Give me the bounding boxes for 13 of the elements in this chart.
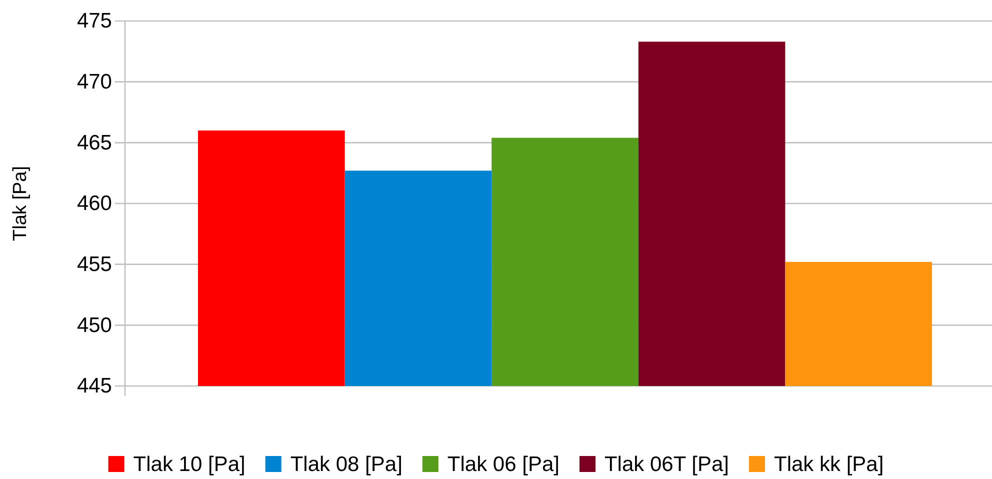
- y-tick-label: 465: [76, 131, 112, 154]
- legend-label: Tlak 10 [Pa]: [133, 453, 246, 476]
- y-tick-label: 460: [76, 192, 112, 216]
- y-tick-label: 475: [76, 10, 112, 33]
- y-tick-label: 445: [76, 374, 112, 398]
- legend-label: Tlak 06 [Pa]: [447, 453, 560, 476]
- legend-label: Tlak kk [Pa]: [774, 453, 884, 476]
- y-tick-label: 450: [76, 314, 112, 337]
- legend-label: Tlak 06T [Pa]: [604, 453, 729, 476]
- y-tick-label: 455: [76, 253, 112, 276]
- legend-label: Tlak 08 [Pa]: [290, 453, 402, 476]
- y-axis-title: Tlak [Pa]: [10, 166, 31, 241]
- y-tick-label: 470: [76, 70, 112, 94]
